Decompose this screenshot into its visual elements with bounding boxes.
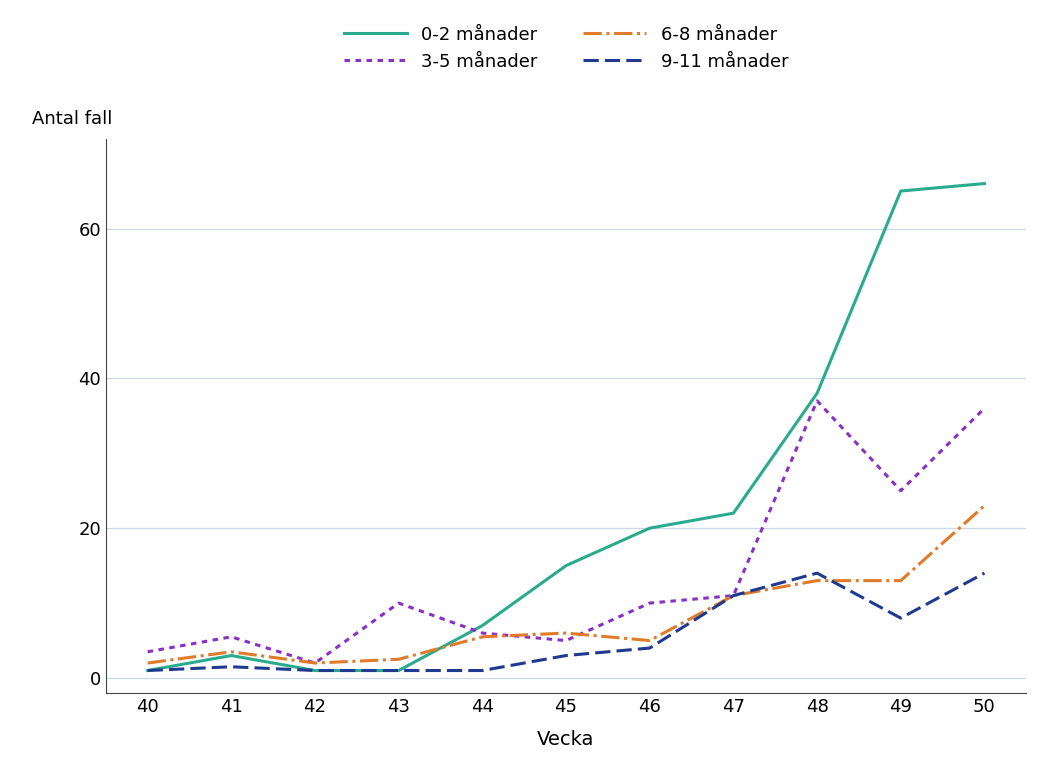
Legend: 0-2 månader, 3-5 månader, 6-8 månader, 9-11 månader: 0-2 månader, 3-5 månader, 6-8 månader, 9… (344, 25, 788, 71)
Text: Antal fall: Antal fall (32, 109, 112, 128)
X-axis label: Vecka: Vecka (537, 730, 595, 748)
